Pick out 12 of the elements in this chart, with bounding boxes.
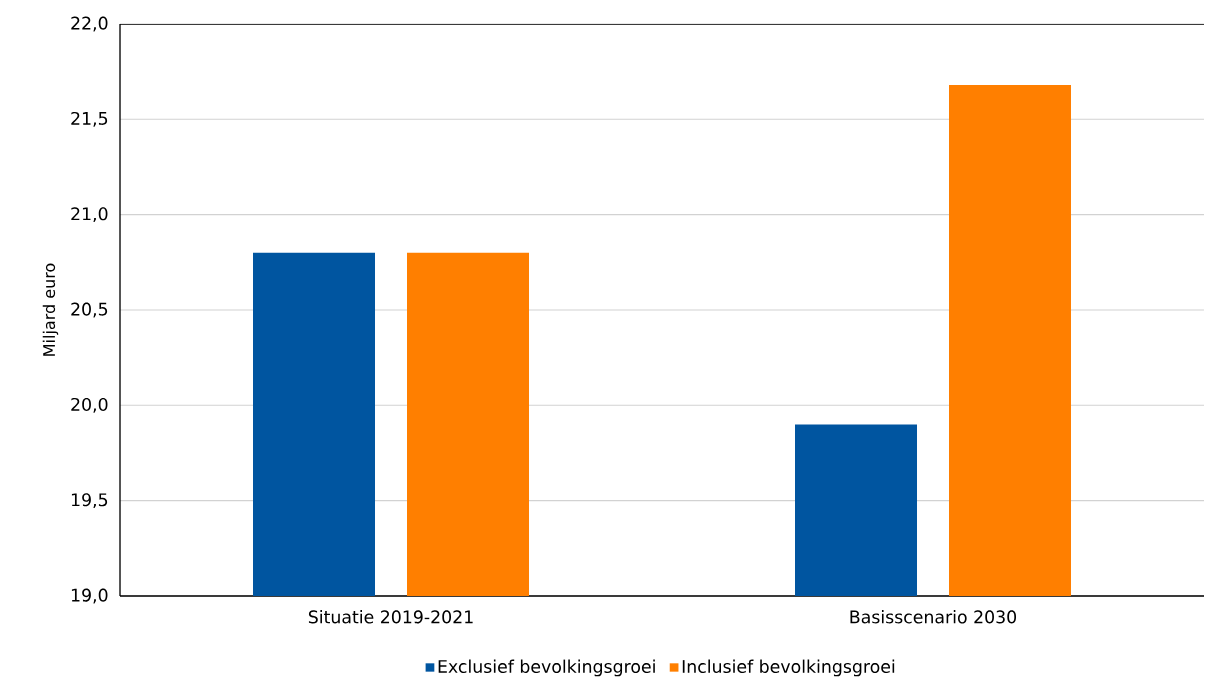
y-tick-label: 19,5	[71, 493, 108, 509]
legend-label: Inclusief bevolkingsgroei	[682, 659, 895, 677]
y-axis-title: Miljard euro	[42, 263, 59, 356]
legend-label: Exclusief bevolkingsgroei	[438, 659, 655, 677]
y-tick-label: 20,5	[71, 302, 108, 318]
x-tick-label: Basisscenario 2030	[850, 610, 1017, 624]
y-tick-label: 20,0	[71, 397, 108, 413]
y-tick-label: 21,0	[71, 207, 108, 223]
y-tick-label: 21,5	[71, 111, 108, 127]
y-tick-label: 19,0	[71, 588, 108, 604]
x-tick-label: Situatie 2019-2021	[308, 610, 473, 624]
y-tick-label: 22,0	[71, 16, 108, 32]
